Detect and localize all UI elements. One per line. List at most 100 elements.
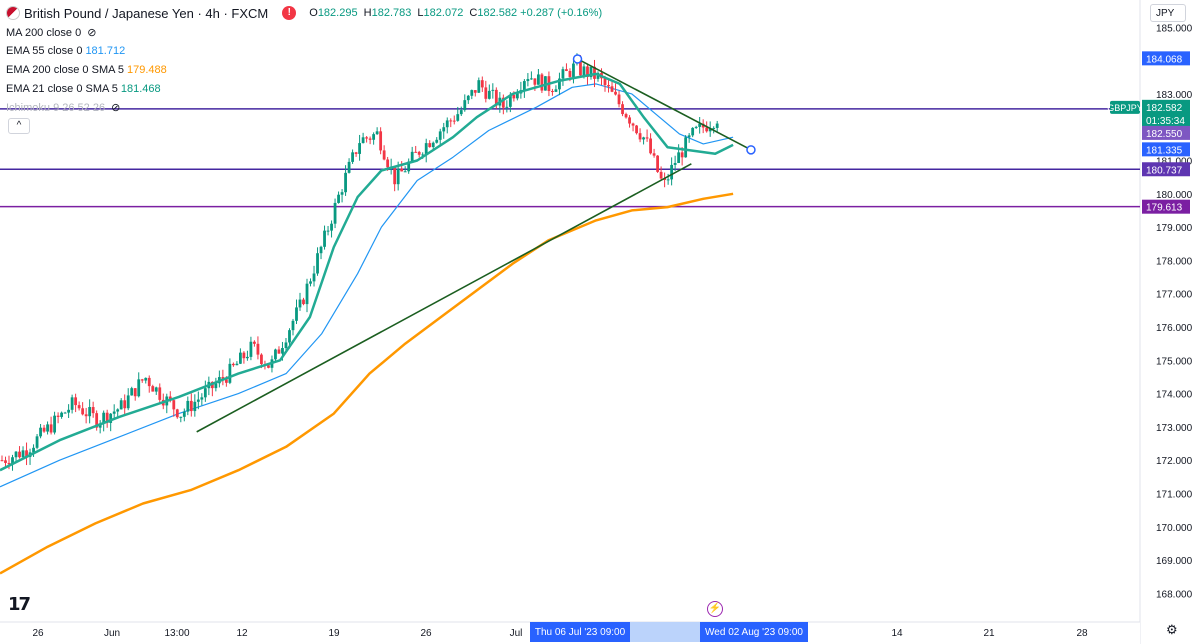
candle-body	[281, 348, 284, 354]
candle-body	[305, 283, 309, 305]
hidden-eye-icon[interactable]	[87, 26, 96, 39]
candle-body	[140, 379, 144, 381]
candle-body	[635, 125, 638, 134]
price-label-text: 180.737	[1146, 165, 1183, 176]
candle-body	[652, 153, 656, 156]
trendline[interactable]	[577, 58, 752, 151]
candle-body	[438, 131, 442, 140]
candle-body	[670, 164, 674, 180]
candle-body	[295, 307, 298, 321]
candle-body	[382, 150, 386, 160]
indicator-ema55[interactable]: EMA 55 close 0 181.712	[6, 45, 125, 57]
gbp-flag-icon	[6, 6, 20, 20]
candle-body	[302, 299, 305, 305]
y-tick-label: 171.000	[1156, 489, 1192, 500]
warning-icon[interactable]: !	[282, 6, 297, 20]
candle-body	[400, 168, 404, 172]
candle-body	[544, 76, 547, 91]
change-value: +0.287 (+0.16%)	[520, 7, 603, 19]
candle-body	[81, 408, 85, 415]
open-label: O	[309, 7, 318, 19]
time-marker-label: Thu 06 Jul '23 09:00	[535, 627, 626, 638]
candle-body	[333, 202, 337, 224]
candle-body	[228, 363, 232, 383]
candle-body	[512, 94, 516, 99]
candle-body	[179, 416, 183, 418]
candle-body	[284, 342, 288, 349]
y-tick-label: 168.000	[1156, 589, 1192, 600]
candle-body	[593, 66, 596, 79]
price-label-badge	[1142, 99, 1190, 114]
candle-body	[649, 138, 652, 154]
symbol-header: British Pound / Japanese Yen · 4h · FXCM…	[6, 4, 602, 22]
candle-body	[526, 79, 530, 82]
candle-body	[484, 87, 488, 99]
ohlc-readout: O182.295 H182.783 L182.072 C182.582 +0.2…	[306, 7, 602, 19]
candle-body	[673, 163, 677, 165]
candle-body	[242, 352, 246, 359]
candle-body	[277, 349, 281, 354]
price-label-text: 182.550	[1146, 129, 1183, 140]
candle-body	[386, 159, 390, 168]
candle-body	[102, 412, 106, 424]
y-tick-label: 183.000	[1156, 90, 1192, 101]
candle-body	[14, 451, 18, 458]
open-value: 182.295	[317, 7, 358, 19]
trendline-handle[interactable]	[572, 54, 583, 64]
settings-gear-icon[interactable]: ⚙	[1166, 622, 1178, 637]
candle-body	[642, 137, 645, 140]
candle-body	[694, 126, 698, 128]
trendline-handle[interactable]	[746, 145, 756, 155]
time-marker-badge	[530, 622, 630, 642]
candle-body	[70, 397, 74, 410]
candle-body	[347, 161, 351, 173]
indicator-ema200[interactable]: EMA 200 close 0 SMA 5 179.488	[6, 64, 167, 76]
candle-body	[49, 424, 53, 433]
candle-body	[154, 387, 158, 392]
candle-body	[25, 450, 28, 457]
candle-body	[540, 74, 544, 91]
candle-body	[491, 89, 495, 91]
candle-body	[200, 397, 204, 400]
trendline[interactable]	[196, 163, 692, 433]
price-label-badge	[1142, 125, 1190, 140]
x-tick-label: 21	[983, 628, 995, 639]
candle-body	[558, 78, 561, 90]
x-tick-label: 26	[420, 628, 432, 639]
candle-body	[393, 166, 397, 185]
candle-body	[109, 413, 113, 423]
indicator-ma200[interactable]: MA 200 close 0	[6, 26, 96, 39]
candle-body	[203, 388, 207, 398]
candle-body	[572, 63, 575, 77]
candle-body	[337, 194, 340, 203]
tradingview-logo[interactable]: 17	[8, 594, 31, 615]
price-label-text: 184.068	[1146, 54, 1183, 65]
candle-body	[88, 407, 92, 417]
candle-body	[473, 90, 477, 93]
candle-body	[235, 363, 239, 366]
candle-body	[445, 120, 449, 128]
hidden-eye-icon[interactable]	[111, 101, 120, 114]
indicator-ichimoku[interactable]: Ichimoku 9 26 52 26	[6, 101, 120, 114]
event-flash-icon[interactable]: ⚡	[707, 601, 723, 617]
candle-body	[4, 460, 7, 463]
close-label: C	[469, 7, 478, 19]
symbol-title[interactable]: British Pound / Japanese Yen · 4h · FXCM	[24, 5, 269, 21]
currency-selector[interactable]: JPY	[1150, 4, 1186, 22]
candle-body	[589, 66, 593, 78]
candle-body	[175, 409, 179, 418]
x-tick-label: 26	[32, 628, 44, 639]
y-tick-label: 181.000	[1156, 157, 1192, 168]
candle-body	[610, 86, 614, 92]
candle-body	[487, 90, 491, 99]
collapse-legend-button[interactable]: ^	[8, 118, 30, 134]
candle-body	[147, 377, 151, 387]
candle-body	[603, 78, 607, 86]
candle-body	[312, 273, 316, 282]
candle-body	[712, 127, 716, 129]
candle-body	[396, 168, 400, 185]
indicator-ema21[interactable]: EMA 21 close 0 SMA 5 181.468	[6, 83, 161, 95]
time-marker-badge	[700, 622, 808, 642]
candle-body	[645, 137, 649, 139]
